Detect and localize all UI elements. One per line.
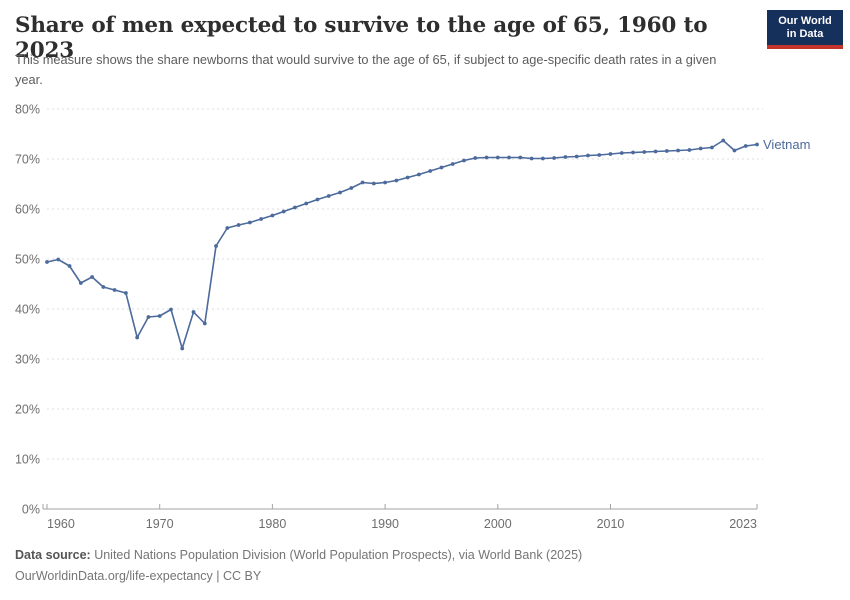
y-tick-label: 40%	[15, 303, 40, 317]
data-point	[225, 226, 230, 230]
y-tick-label: 30%	[15, 353, 40, 367]
data-line-vietnam[interactable]	[46, 139, 758, 350]
data-point	[349, 186, 354, 190]
data-source-label: Data source:	[15, 548, 91, 562]
page-title: Share of men expected to survive to the …	[15, 13, 708, 63]
data-point	[123, 291, 128, 295]
x-tick-label: 2010	[597, 517, 625, 531]
data-point	[743, 144, 748, 148]
data-point	[710, 145, 714, 150]
data-point	[721, 138, 726, 143]
owid-logo-line1: Our World	[778, 15, 832, 27]
data-point	[90, 275, 94, 279]
y-tick-label: 80%	[15, 103, 40, 117]
data-point	[732, 148, 737, 153]
data-point	[586, 153, 590, 158]
owid-logo-text: Our World in Data	[767, 10, 843, 45]
data-point	[631, 150, 635, 155]
data-point	[676, 148, 681, 153]
series-label-vietnam[interactable]: Vietnam	[763, 137, 810, 152]
data-point	[281, 209, 286, 214]
data-point	[191, 310, 196, 314]
data-point	[563, 155, 568, 159]
data-point	[45, 260, 49, 264]
data-point	[214, 244, 218, 248]
data-point	[259, 217, 264, 221]
data-point	[473, 156, 478, 160]
x-tick-label: 1990	[371, 517, 399, 531]
data-point	[653, 149, 658, 154]
data-point	[552, 156, 557, 160]
data-point	[236, 223, 241, 227]
data-point	[608, 152, 613, 156]
x-tick-label: 2023	[729, 517, 757, 531]
y-tick-label: 60%	[15, 203, 40, 217]
data-point	[112, 288, 117, 292]
data-point	[428, 169, 433, 173]
data-point	[495, 155, 500, 160]
y-tick-label: 20%	[15, 403, 40, 417]
y-tick-label: 10%	[15, 453, 40, 467]
data-point	[67, 264, 72, 268]
data-point	[462, 158, 466, 163]
data-point	[540, 156, 545, 161]
data-point	[507, 155, 511, 160]
data-point	[326, 194, 331, 198]
y-tick-label: 50%	[15, 253, 40, 267]
data-point	[157, 314, 162, 318]
data-point	[574, 154, 579, 159]
owid-logo-red-strip	[767, 45, 843, 49]
data-point	[101, 285, 106, 289]
x-tick-label: 1960	[47, 517, 75, 531]
data-point	[687, 148, 692, 152]
data-point	[755, 142, 759, 147]
data-point	[664, 149, 669, 153]
footer-link[interactable]: OurWorldinData.org/life-expectancy | CC …	[15, 569, 262, 583]
data-source-text: United Nations Population Division (Worl…	[90, 548, 583, 562]
data-point	[383, 180, 387, 185]
data-point	[202, 321, 207, 326]
data-point	[405, 175, 410, 180]
data-point	[78, 281, 83, 285]
data-point	[417, 172, 421, 177]
data-point	[315, 197, 320, 202]
data-point	[529, 156, 534, 161]
data-point	[518, 155, 523, 160]
data-point	[642, 150, 647, 154]
data-point	[146, 315, 151, 319]
data-point	[56, 257, 61, 262]
data-point	[484, 155, 489, 160]
data-point	[304, 201, 309, 206]
data-point	[439, 165, 444, 170]
owid-logo-line2: in Data	[786, 28, 824, 40]
data-point	[338, 190, 342, 195]
data-point	[360, 180, 365, 185]
x-tick-label: 1980	[258, 517, 286, 531]
data-point	[169, 307, 173, 312]
data-point	[394, 178, 399, 183]
data-point	[450, 162, 455, 166]
data-point	[135, 335, 140, 340]
data-point	[247, 220, 252, 225]
data-source-line: Data source: United Nations Population D…	[15, 548, 582, 562]
x-tick-label: 2000	[484, 517, 512, 531]
data-point	[270, 213, 275, 218]
data-point	[293, 205, 297, 210]
chart-subtitle: This measure shows the share newborns th…	[15, 52, 717, 87]
data-point	[698, 146, 703, 151]
y-tick-label: 70%	[15, 153, 40, 167]
data-point	[597, 153, 602, 157]
x-tick-label: 1970	[146, 517, 174, 531]
data-point	[371, 181, 376, 186]
owid-logo[interactable]: Our World in Data	[767, 10, 843, 49]
data-point	[180, 346, 185, 351]
data-point	[619, 151, 624, 155]
y-tick-label: 0%	[22, 503, 40, 517]
